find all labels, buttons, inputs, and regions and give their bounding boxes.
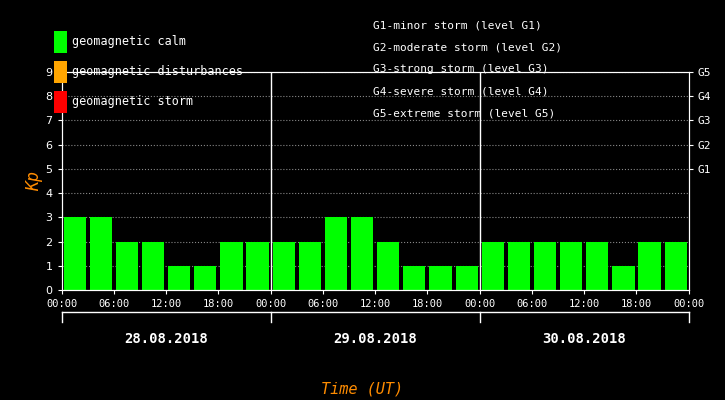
Bar: [560, 242, 582, 290]
Text: G3-strong storm (level G3): G3-strong storm (level G3): [373, 64, 549, 74]
Bar: [116, 242, 138, 290]
Bar: [639, 242, 660, 290]
Text: geomagnetic storm: geomagnetic storm: [72, 96, 194, 108]
Text: G1-minor storm (level G1): G1-minor storm (level G1): [373, 20, 542, 30]
Bar: [247, 242, 269, 290]
Bar: [481, 242, 504, 290]
Bar: [455, 266, 478, 290]
Text: G5-extreme storm (level G5): G5-extreme storm (level G5): [373, 108, 555, 118]
Bar: [142, 242, 164, 290]
Bar: [168, 266, 191, 290]
Bar: [64, 217, 86, 290]
Bar: [273, 242, 295, 290]
Bar: [587, 242, 608, 290]
Bar: [507, 242, 530, 290]
Bar: [90, 217, 112, 290]
Text: 28.08.2018: 28.08.2018: [124, 332, 208, 346]
Bar: [220, 242, 243, 290]
Text: G2-moderate storm (level G2): G2-moderate storm (level G2): [373, 42, 563, 52]
Bar: [613, 266, 634, 290]
Bar: [299, 242, 321, 290]
Text: geomagnetic calm: geomagnetic calm: [72, 36, 186, 48]
Bar: [377, 242, 399, 290]
Text: 29.08.2018: 29.08.2018: [334, 332, 417, 346]
Bar: [665, 242, 687, 290]
Bar: [325, 217, 347, 290]
Text: 30.08.2018: 30.08.2018: [542, 332, 626, 346]
Bar: [534, 242, 556, 290]
Bar: [351, 217, 373, 290]
Text: G4-severe storm (level G4): G4-severe storm (level G4): [373, 86, 549, 96]
Text: Time (UT): Time (UT): [321, 382, 404, 397]
Bar: [194, 266, 217, 290]
Text: geomagnetic disturbances: geomagnetic disturbances: [72, 66, 244, 78]
Bar: [429, 266, 452, 290]
Y-axis label: Kp: Kp: [25, 171, 43, 191]
Bar: [403, 266, 426, 290]
